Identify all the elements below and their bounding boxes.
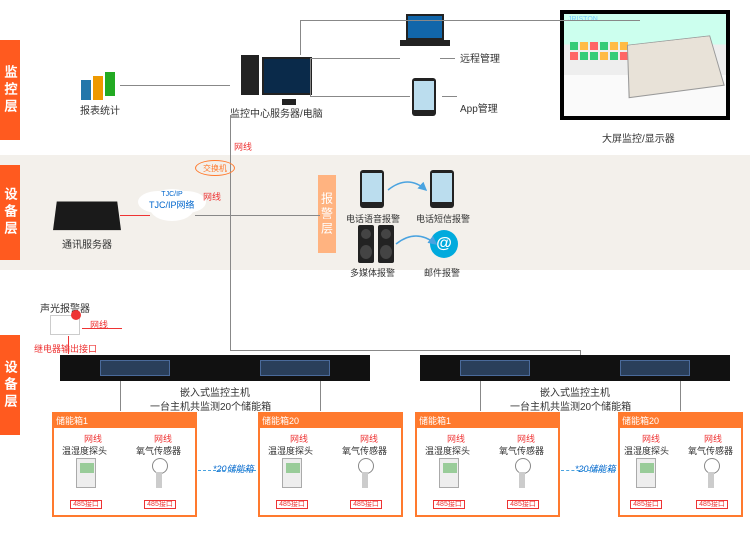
gap-label-2: *20储能箱 (575, 462, 616, 475)
port-485: 485接口 (630, 500, 662, 509)
storage-box-2a: 储能箱1 网线 网线 温湿度探头 氧气传感器 485接口 485接口 (415, 412, 560, 517)
phone-voice (360, 170, 384, 208)
phone-voice-label: 电话语音报警 (346, 212, 400, 225)
conn (442, 96, 457, 97)
relay-port: 继电器输出接口 (34, 342, 97, 355)
box-title: 储能箱1 (415, 412, 560, 428)
port-485: 485接口 (350, 500, 382, 509)
conn (120, 85, 230, 86)
tcpip-label: TJC/IP网络 (149, 198, 195, 211)
email-label: 邮件报警 (424, 266, 460, 279)
conn (195, 215, 320, 216)
phone-sms (430, 170, 454, 208)
center-server: 监控中心服务器/电脑 (230, 55, 323, 120)
o2-label: 氧气传感器 (342, 444, 387, 457)
rack-host-1 (60, 355, 370, 381)
gap-label-1: *20储能箱 (213, 462, 254, 475)
temp-label: 温湿度探头 (268, 444, 313, 457)
comm-server-label: 通讯服务器 (62, 236, 112, 251)
host-label-2: 嵌入式监控主机 (540, 384, 610, 399)
reports-icon: 报表统计 (80, 70, 120, 117)
big-screen: JRISTON (560, 10, 730, 120)
media-alarm (358, 225, 394, 263)
conn (82, 328, 122, 329)
center-server-label: 监控中心服务器/电脑 (230, 105, 323, 120)
storage-box-1b: 储能箱20 网线 网线 温湿度探头 氧气传感器 485接口 485接口 (258, 412, 403, 517)
conn (68, 336, 69, 354)
port-485: 485接口 (433, 500, 465, 509)
o2-sensor-icon (356, 458, 374, 488)
o2-label: 氧气传感器 (499, 444, 544, 457)
host-desc-1: 一台主机共监测20个储能箱 (150, 398, 271, 413)
o2-sensor-icon (150, 458, 168, 488)
temp-label: 温湿度探头 (425, 444, 470, 457)
conn (300, 20, 640, 21)
host-desc-2: 一台主机共监测20个储能箱 (510, 398, 631, 413)
big-screen-label: 大屏监控/显示器 (602, 130, 675, 145)
conn (320, 381, 321, 411)
rack-host-2 (420, 355, 730, 381)
conn (680, 381, 681, 411)
conn (480, 381, 481, 411)
conn (300, 20, 301, 55)
layer-monitor: 监控层 (0, 40, 20, 140)
temp-label: 温湿度探头 (624, 444, 669, 457)
app-label: App管理 (460, 100, 498, 115)
temp-label: 温湿度探头 (62, 444, 107, 457)
conn (310, 96, 410, 97)
conn (230, 215, 231, 350)
temp-sensor-icon (76, 458, 96, 488)
layer-alarm: 报警层 (318, 175, 336, 253)
netline-3: 网线 (90, 318, 108, 331)
netline-2: 网线 (203, 190, 221, 203)
media-label: 多媒体报警 (350, 266, 395, 279)
comm-server: 通讯服务器 (55, 200, 119, 251)
port-485: 485接口 (276, 500, 308, 509)
storage-box-1a: 储能箱1 网线 网线 温湿度探头 氧气传感器 485接口 485接口 (52, 412, 197, 517)
o2-sensor-icon (702, 458, 720, 488)
box-title: 储能箱1 (52, 412, 197, 428)
sound-light-label: 声光报警器 (40, 300, 90, 315)
netline-1: 网线 (234, 140, 252, 153)
conn (120, 215, 150, 216)
conn (440, 58, 455, 59)
switch-label: 交换机 (195, 160, 235, 176)
port-485: 485接口 (507, 500, 539, 509)
dots (198, 470, 256, 471)
email-alarm: @ (430, 230, 458, 258)
conn (310, 58, 311, 96)
o2-label: 氧气传感器 (688, 444, 733, 457)
box-title: 储能箱20 (258, 412, 403, 428)
layer-device-bot: 设备层 (0, 335, 20, 435)
phone-sms-label: 电话短信报警 (416, 212, 470, 225)
reports-label: 报表统计 (80, 102, 120, 117)
o2-sensor-icon (513, 458, 531, 488)
storage-box-2b: 储能箱20 网线 网线 温湿度探头 氧气传感器 485接口 485接口 (618, 412, 743, 517)
port-485: 485接口 (70, 500, 102, 509)
remote-label: 远程管理 (460, 50, 500, 65)
conn (120, 381, 121, 411)
app-phone (412, 78, 436, 116)
host-label-1: 嵌入式监控主机 (180, 384, 250, 399)
remote-laptop (400, 40, 450, 46)
temp-sensor-icon (636, 458, 656, 488)
sound-light-icon (50, 315, 80, 335)
dots (561, 470, 616, 471)
conn (310, 58, 400, 59)
conn (230, 350, 580, 351)
temp-sensor-icon (439, 458, 459, 488)
port-485: 485接口 (144, 500, 176, 509)
temp-sensor-icon (282, 458, 302, 488)
o2-label: 氧气传感器 (136, 444, 181, 457)
layer-device-mid: 设备层 (0, 165, 20, 260)
box-title: 储能箱20 (618, 412, 743, 428)
port-485: 485接口 (696, 500, 728, 509)
